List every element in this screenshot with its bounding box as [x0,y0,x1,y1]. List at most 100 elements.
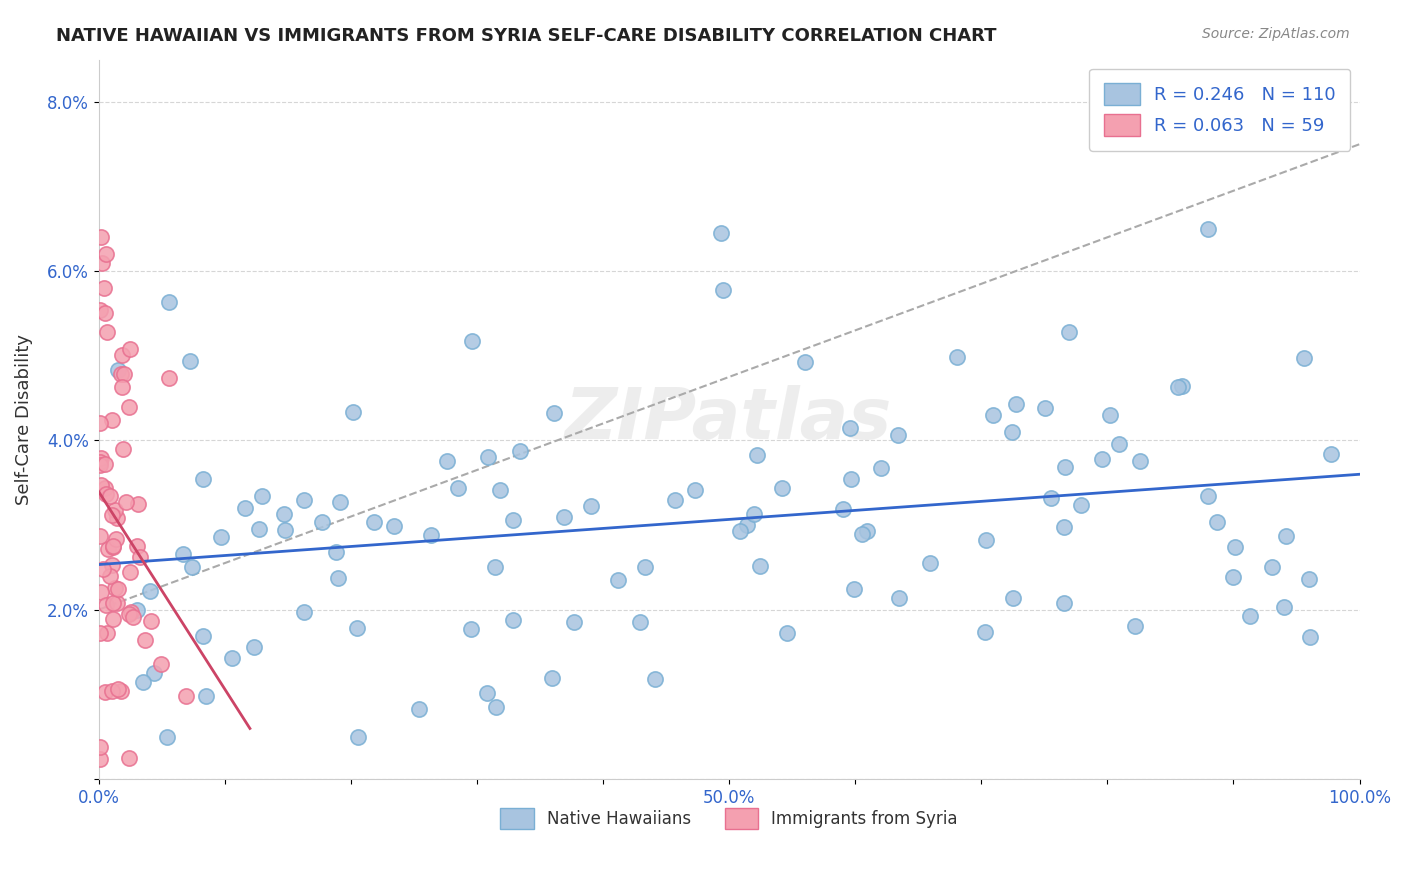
Native Hawaiians [683,483,706,497]
Native Hawaiians [172,547,194,561]
Immigrants from Syria [89,416,111,430]
Native Hawaiians [408,702,430,716]
Native Hawaiians [475,686,498,700]
Native Hawaiians [839,420,862,434]
Immigrants from Syria [174,690,197,704]
Native Hawaiians [553,510,575,524]
Native Hawaiians [107,362,129,376]
Native Hawaiians [502,513,524,527]
Native Hawaiians [250,489,273,503]
Native Hawaiians [770,481,793,495]
Immigrants from Syria [101,558,124,572]
Native Hawaiians [974,533,997,547]
Immigrants from Syria [100,568,122,582]
Native Hawaiians [742,508,765,522]
Native Hawaiians [711,283,734,297]
Native Hawaiians [209,530,232,544]
Native Hawaiians [461,334,484,348]
Immigrants from Syria [117,607,139,621]
Immigrants from Syria [96,247,118,261]
Native Hawaiians [477,450,499,464]
Immigrants from Syria [110,683,132,698]
Immigrants from Syria [91,256,114,270]
Native Hawaiians [484,560,506,574]
Immigrants from Syria [118,342,141,356]
Immigrants from Syria [96,626,118,640]
Immigrants from Syria [93,457,115,471]
Native Hawaiians [274,523,297,537]
Native Hawaiians [634,559,657,574]
Immigrants from Syria [107,582,129,596]
Immigrants from Syria [104,532,127,546]
Immigrants from Syria [94,684,117,698]
Immigrants from Syria [105,511,128,525]
Native Hawaiians [1040,491,1063,506]
Immigrants from Syria [101,595,124,609]
Native Hawaiians [1129,454,1152,468]
Native Hawaiians [329,495,352,509]
Native Hawaiians [346,621,368,635]
Native Hawaiians [1053,520,1076,534]
Native Hawaiians [1272,600,1295,615]
Native Hawaiians [1299,630,1322,644]
Native Hawaiians [735,518,758,533]
Native Hawaiians [195,689,218,703]
Native Hawaiians [221,651,243,665]
Native Hawaiians [1004,397,1026,411]
Native Hawaiians [509,444,531,458]
Native Hawaiians [1275,529,1298,543]
Native Hawaiians [1099,408,1122,422]
Native Hawaiians [193,629,215,643]
Immigrants from Syria [93,281,115,295]
Native Hawaiians [485,700,508,714]
Immigrants from Syria [89,529,111,543]
Native Hawaiians [1239,609,1261,624]
Native Hawaiians [870,461,893,475]
Native Hawaiians [1053,596,1076,610]
Native Hawaiians [776,626,799,640]
Native Hawaiians [1319,447,1341,461]
Immigrants from Syria [118,751,141,765]
Immigrants from Syria [96,325,118,339]
Native Hawaiians [342,405,364,419]
Text: NATIVE HAWAIIAN VS IMMIGRANTS FROM SYRIA SELF-CARE DISABILITY CORRELATION CHART: NATIVE HAWAIIAN VS IMMIGRANTS FROM SYRIA… [56,27,997,45]
Native Hawaiians [1091,451,1114,466]
Native Hawaiians [460,622,482,636]
Text: Source: ZipAtlas.com: Source: ZipAtlas.com [1202,27,1350,41]
Immigrants from Syria [89,458,111,472]
Immigrants from Syria [105,596,128,610]
Immigrants from Syria [125,540,148,554]
Immigrants from Syria [104,502,127,516]
Immigrants from Syria [94,487,117,501]
Immigrants from Syria [90,230,112,244]
Native Hawaiians [1054,460,1077,475]
Native Hawaiians [180,560,202,574]
Immigrants from Syria [89,752,111,766]
Native Hawaiians [179,354,201,368]
Native Hawaiians [1070,499,1092,513]
Immigrants from Syria [96,542,118,557]
Immigrants from Syria [139,614,162,628]
Immigrants from Syria [134,632,156,647]
Native Hawaiians [856,524,879,538]
Native Hawaiians [382,518,405,533]
Native Hawaiians [157,294,180,309]
Native Hawaiians [233,501,256,516]
Native Hawaiians [1167,380,1189,394]
Native Hawaiians [1294,351,1316,366]
Immigrants from Syria [107,681,129,696]
Native Hawaiians [1033,401,1056,416]
Native Hawaiians [981,409,1004,423]
Text: ZIPatlas: ZIPatlas [565,384,893,454]
Immigrants from Syria [129,549,152,564]
Immigrants from Syria [118,565,141,579]
Native Hawaiians [607,573,630,587]
Native Hawaiians [1001,425,1024,440]
Immigrants from Syria [112,442,135,456]
Native Hawaiians [139,583,162,598]
Immigrants from Syria [120,605,142,619]
Immigrants from Syria [89,626,111,640]
Native Hawaiians [436,454,458,468]
Native Hawaiians [886,427,908,442]
Immigrants from Syria [121,609,143,624]
